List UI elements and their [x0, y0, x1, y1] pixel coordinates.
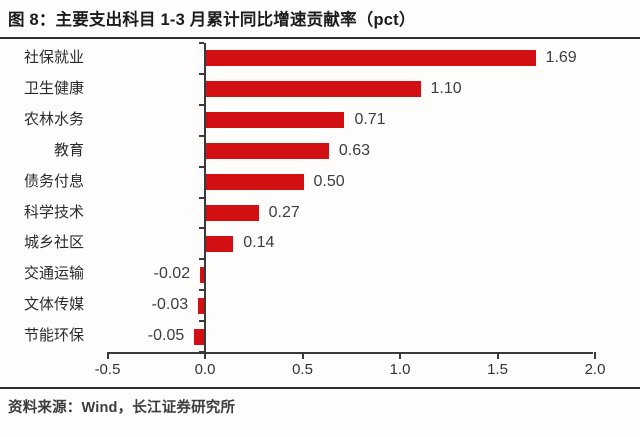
x-axis-tick: [399, 352, 401, 359]
category-label: 教育: [53, 141, 84, 159]
bar: [198, 297, 204, 314]
y-axis-tick: [199, 258, 204, 261]
x-tick-label: -0.5: [94, 361, 121, 378]
y-axis-tick: [199, 134, 204, 137]
footer-rule: [0, 387, 640, 389]
value-label: 0.27: [268, 203, 300, 221]
bar: [206, 50, 536, 67]
y-axis-tick: [199, 196, 204, 199]
value-label: 1.69: [545, 49, 577, 66]
value-label: 0.14: [243, 234, 275, 252]
value-label: -0.05: [147, 327, 185, 345]
value-label: -0.02: [153, 265, 191, 283]
x-tick-label: 0.0: [194, 361, 216, 378]
bar: [200, 266, 204, 283]
x-axis-tick: [496, 352, 499, 359]
value-label: 0.71: [354, 110, 386, 128]
x-tick-label: 2.0: [584, 361, 606, 378]
category-label: 城乡社区: [23, 234, 84, 252]
bar-chart: 社保就业 1.69 卫生健康 1.10 农林水务 0.71 教育 0.63 债务付息 0.50 科学…: [0, 42, 640, 378]
bar: [206, 112, 345, 129]
x-tick-label: 1.5: [487, 361, 508, 378]
value-label: -0.03: [151, 296, 189, 314]
y-axis-tick: [199, 72, 204, 75]
y-axis-tick: [199, 289, 204, 292]
y-axis-tick: [199, 42, 204, 44]
category-label: 卫生健康: [23, 79, 84, 97]
y-axis-tick: [199, 103, 204, 106]
x-axis-tick: [204, 352, 206, 359]
bar: [206, 204, 259, 221]
category-label: 文体传媒: [23, 296, 84, 314]
bar: [206, 235, 234, 252]
bar: [206, 174, 304, 191]
value-label: 1.10: [430, 79, 462, 97]
value-label: 0.63: [338, 141, 370, 159]
x-axis-line: [107, 352, 593, 354]
value-label: 0.50: [313, 172, 345, 190]
x-tick-label: 0.5: [292, 361, 313, 378]
category-label: 社保就业: [23, 49, 84, 66]
y-axis-tick: [199, 320, 204, 323]
y-axis-line: [204, 43, 206, 352]
bar: [194, 328, 204, 345]
bar: [206, 81, 421, 98]
x-axis-tick: [106, 352, 109, 359]
x-axis-tick: [594, 352, 596, 359]
category-label: 农林水务: [23, 110, 84, 128]
category-label: 交通运输: [23, 265, 84, 283]
title-rule: [0, 37, 640, 39]
category-label: 科学技术: [23, 203, 84, 221]
category-label: 节能环保: [23, 327, 84, 345]
y-axis-tick: [199, 227, 204, 230]
y-axis-tick: [199, 165, 204, 168]
figure-title: 图 8：主要支出科目 1-3 月累计同比增速贡献率（pct）: [8, 11, 416, 29]
plot-area: 社保就业 1.69 卫生健康 1.10 农林水务 0.71 教育 0.63 债务付息 0.50 科学…: [0, 42, 640, 378]
category-label: 债务付息: [23, 172, 84, 190]
bar: [206, 143, 329, 160]
source-note: 资料来源：Wind，长江证券研究所: [8, 400, 236, 416]
x-axis-tick: [301, 352, 304, 359]
x-tick-label: 1.0: [389, 361, 411, 378]
